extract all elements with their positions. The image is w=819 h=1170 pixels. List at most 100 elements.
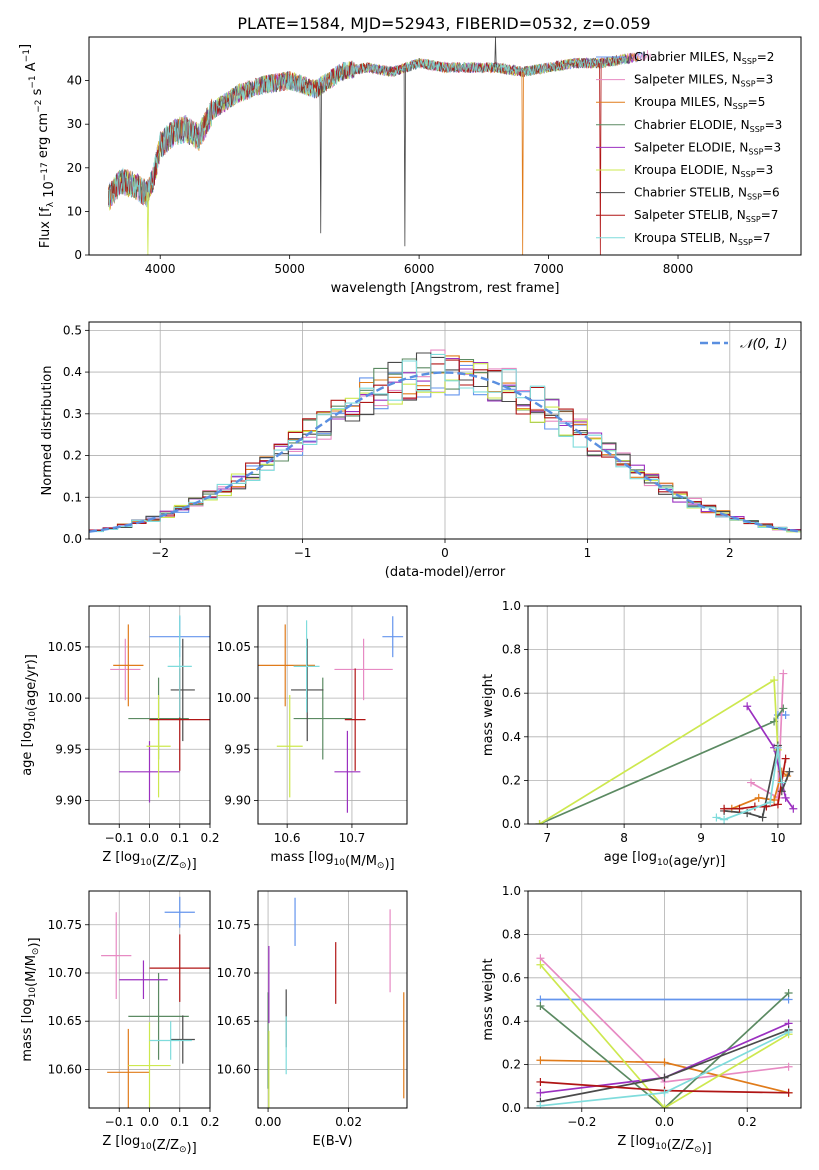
weight-line-chabrier-elodie — [539, 708, 784, 824]
weight-marker — [773, 800, 782, 809]
x-tick-label: 0.2 — [200, 831, 219, 845]
label-part: SSP — [741, 170, 756, 179]
label-part: erg cm — [36, 113, 51, 162]
weight-marker — [758, 813, 767, 822]
point-chabrier-elodie — [128, 972, 189, 1060]
legend-label-chabrier-stelib: Chabrier STELIB, NSSP=6 — [634, 186, 780, 202]
point-salpeter-stelib — [149, 934, 210, 1002]
point-chabrier-stelib — [170, 1015, 195, 1064]
point-chabrier-miles — [164, 896, 195, 928]
y-tick-label: 0.2 — [502, 773, 521, 787]
x-tick-label: 0.00 — [255, 1115, 282, 1129]
weights_vs_Z-plot-area — [536, 954, 793, 1108]
spectrum-frame — [88, 36, 802, 256]
y-tick-label: 10.05 — [48, 640, 82, 654]
x-tick-label: −0.2 — [567, 1115, 596, 1129]
label-part: SSP — [733, 102, 748, 111]
label-part: log — [20, 723, 35, 743]
residuals-frame — [88, 321, 802, 540]
y-tick-label: 30 — [67, 117, 82, 131]
spectrum-spike — [146, 192, 150, 255]
x-tick-label: 7000 — [533, 262, 564, 276]
label-part: )] — [187, 857, 197, 872]
legend-label-kroupa-stelib: Kroupa STELIB, NSSP=7 — [634, 231, 771, 247]
label-part: ⊙ — [179, 861, 187, 871]
y-tick-label: 10.05 — [217, 640, 251, 654]
label-part: log — [120, 850, 140, 865]
x-tick-label: 0.2 — [200, 1115, 219, 1129]
label-part: ⊙ — [377, 861, 385, 871]
label-part: mass [ — [20, 1018, 35, 1061]
label-part: E(B-V) — [312, 1134, 352, 1149]
point-kroupa-elodie — [276, 695, 303, 798]
label-part: Kroupa STELIB, N — [634, 231, 738, 245]
x-tick-label: 10.7 — [339, 831, 366, 845]
point-kroupa-miles — [113, 624, 144, 707]
label-part: A — [24, 62, 39, 75]
label-part: SSP — [750, 125, 765, 134]
y-tick-label: 0.2 — [502, 1058, 521, 1072]
point-salpeter-miles — [110, 638, 141, 701]
y-tick-label: 20 — [67, 161, 82, 175]
y-tick-label: 1.0 — [502, 884, 521, 898]
point-salpeter-elodie — [119, 741, 180, 803]
legend-label-kroupa-miles: Kroupa MILES, NSSP=5 — [634, 95, 765, 111]
legend-label-kroupa-elodie: Kroupa ELODIE, NSSP=3 — [634, 163, 773, 179]
label-part: mass weight — [481, 674, 496, 756]
weight-marker — [747, 778, 756, 787]
label-part: 10 — [42, 181, 57, 202]
y-tick-label: 10.65 — [48, 1014, 82, 1028]
spectrum-line-kroupa-stelib — [108, 55, 627, 208]
y-tick-label: 0.4 — [63, 365, 82, 379]
mass_vs_ebv-x-axis-label: E(B-V) — [312, 1134, 352, 1149]
y-tick-label: 10.60 — [217, 1062, 251, 1076]
weights_vs_Z-frame — [527, 890, 802, 1109]
y-tick-label: 0.0 — [502, 817, 521, 831]
spectrum-spike — [319, 85, 322, 234]
age_vs_Z-y-axis-label: age [log10(age/yr)] — [20, 654, 39, 776]
legend-label-chabrier-elodie: Chabrier ELODIE, NSSP=3 — [634, 118, 782, 134]
weight-marker — [784, 1062, 793, 1071]
weight-marker — [785, 767, 794, 776]
label-part: age [ — [20, 742, 35, 775]
point-salpeter-elodie — [334, 730, 361, 813]
point-kroupa-stelib — [149, 1021, 192, 1060]
weights_vs_age-frame — [527, 605, 802, 825]
y-tick-label: 0.1 — [63, 490, 82, 504]
histogram-salpeter-miles — [89, 349, 801, 531]
label-part: mass weight — [481, 958, 496, 1040]
weight-line-kroupa-elodie — [539, 678, 779, 824]
weight-marker — [784, 988, 793, 997]
y-tick-label: 10 — [67, 204, 82, 218]
spectrum-spike — [494, 37, 497, 68]
y-tick-label: 0.3 — [63, 407, 82, 421]
label-part: (Z/Z — [152, 1138, 179, 1153]
weight-marker — [536, 1101, 545, 1108]
y-tick-label: 9.90 — [224, 793, 251, 807]
mass_vs_Z-plot-area — [101, 896, 210, 1108]
label-part: SSP — [738, 238, 753, 247]
x-tick-label: 0.1 — [170, 1115, 189, 1129]
point-kroupa-stelib — [167, 615, 192, 718]
point-salpeter-miles — [334, 638, 393, 701]
y-tick-label: 10.75 — [217, 918, 251, 932]
x-tick-label: 9 — [697, 831, 705, 845]
y-tick-label: 10.60 — [48, 1062, 82, 1076]
y-tick-label: 10.75 — [48, 918, 82, 932]
y-tick-label: 0.0 — [63, 532, 82, 546]
x-tick-label: 0 — [441, 546, 449, 560]
weights_vs_Z-axes: −0.2 0.0 0.2 0.0 0.2 0.4 0.6 0.8 1.0 — [502, 884, 801, 1129]
x-tick-label: 4000 — [145, 262, 176, 276]
mass_vs_ebv-plot-area — [267, 897, 405, 1108]
y-tick-label: 10.70 — [48, 966, 82, 980]
x-tick-label: 10 — [770, 831, 785, 845]
spectrum-axes: 4000 5000 6000 7000 8000 0 10 20 30 40 — [67, 74, 694, 276]
point-chabrier-stelib — [291, 638, 324, 742]
point-kroupa-elodie — [128, 1022, 171, 1108]
x-tick-label: −2 — [151, 546, 169, 560]
point-salpeter-stelib — [344, 668, 366, 771]
label-part: 10 — [657, 858, 669, 868]
x-tick-label: 0.0 — [655, 1115, 674, 1129]
weight-marker — [720, 815, 729, 824]
